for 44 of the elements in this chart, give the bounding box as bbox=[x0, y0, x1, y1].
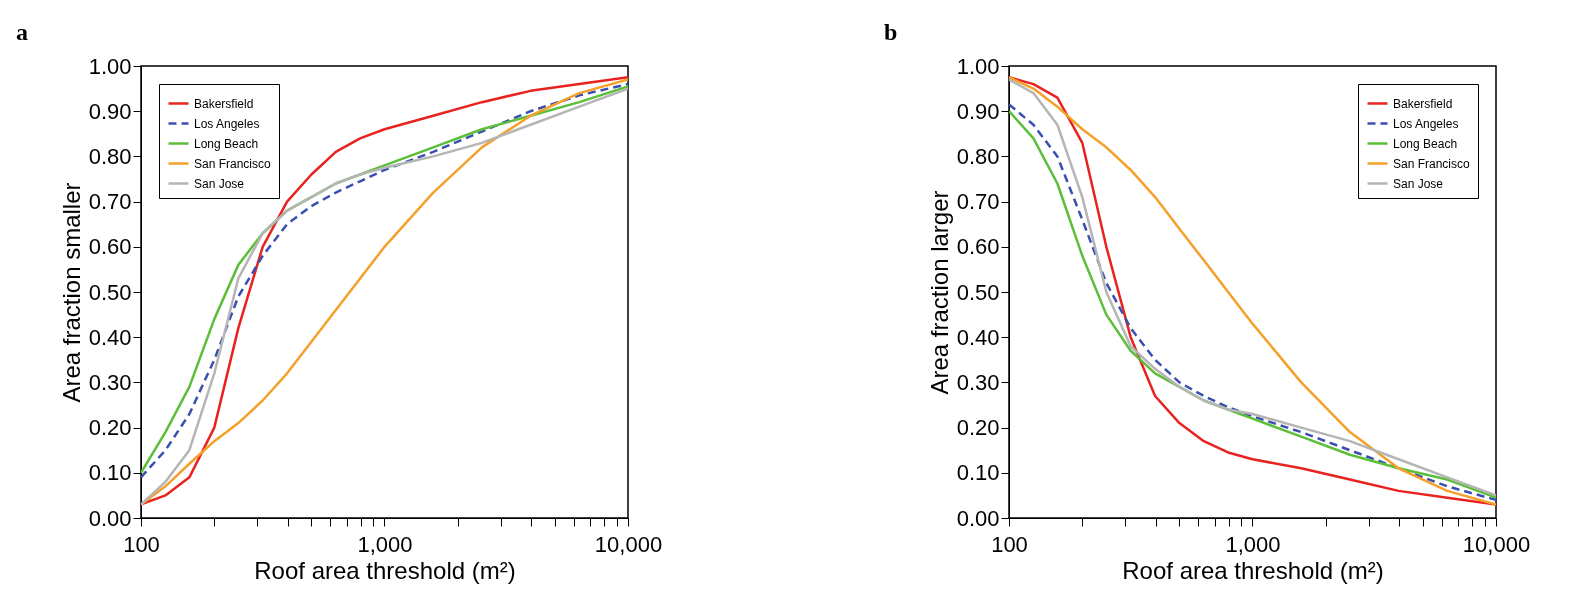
y-tick-label: 0.20 bbox=[88, 415, 132, 441]
y-tick-label: 1.00 bbox=[956, 53, 1000, 79]
legend-label: San Francisco bbox=[194, 156, 272, 171]
legend-label: San Francisco bbox=[1393, 156, 1471, 171]
x-tick-label: 10,000 bbox=[594, 531, 663, 557]
y-tick-label: 0.50 bbox=[88, 279, 132, 305]
y-tick-label: 0.80 bbox=[956, 143, 1000, 169]
x-tick-label: 100 bbox=[991, 531, 1028, 557]
y-tick-label: 0.30 bbox=[956, 369, 1000, 395]
y-tick-label: 0.90 bbox=[88, 98, 132, 124]
legend-label: Long Beach bbox=[1393, 136, 1458, 151]
legend-label: San Jose bbox=[194, 176, 245, 191]
legend-label: Los Angeles bbox=[194, 116, 260, 131]
y-tick-label: 0.10 bbox=[88, 460, 132, 486]
chart-title: a bbox=[16, 19, 28, 45]
y-tick-label: 1.00 bbox=[88, 53, 132, 79]
x-tick-label: 10,000 bbox=[1462, 531, 1531, 557]
y-tick-label: 0.90 bbox=[956, 98, 1000, 124]
x-tick-label: 1,000 bbox=[1225, 531, 1281, 557]
legend-label: Long Beach bbox=[194, 136, 259, 151]
y-tick-label: 0.40 bbox=[956, 324, 1000, 350]
y-tick-label: 0.70 bbox=[88, 189, 132, 215]
legend-label: San Jose bbox=[1393, 176, 1444, 191]
y-tick-label: 0.10 bbox=[956, 460, 1000, 486]
y-tick-label: 0.60 bbox=[88, 234, 132, 260]
chart-title: b bbox=[884, 19, 898, 45]
y-tick-label: 0.70 bbox=[956, 189, 1000, 215]
legend-label: Los Angeles bbox=[1393, 116, 1459, 131]
x-axis-title: Roof area threshold (m²) bbox=[254, 556, 516, 584]
x-tick-label: 1,000 bbox=[357, 531, 413, 557]
y-tick-label: 0.00 bbox=[956, 505, 1000, 531]
y-axis-title: Area fraction larger bbox=[925, 190, 953, 395]
y-tick-label: 0.40 bbox=[88, 324, 132, 350]
y-axis-title: Area fraction smaller bbox=[57, 182, 85, 403]
y-tick-label: 0.30 bbox=[88, 369, 132, 395]
x-tick-label: 100 bbox=[123, 531, 160, 557]
legend-label: Bakersfield bbox=[194, 96, 254, 111]
y-tick-label: 0.20 bbox=[956, 415, 1000, 441]
y-tick-label: 0.50 bbox=[956, 279, 1000, 305]
y-tick-label: 0.60 bbox=[956, 234, 1000, 260]
y-tick-label: 0.00 bbox=[88, 505, 132, 531]
x-axis-title: Roof area threshold (m²) bbox=[1122, 556, 1384, 584]
legend-label: Bakersfield bbox=[1393, 96, 1453, 111]
y-tick-label: 0.80 bbox=[88, 143, 132, 169]
